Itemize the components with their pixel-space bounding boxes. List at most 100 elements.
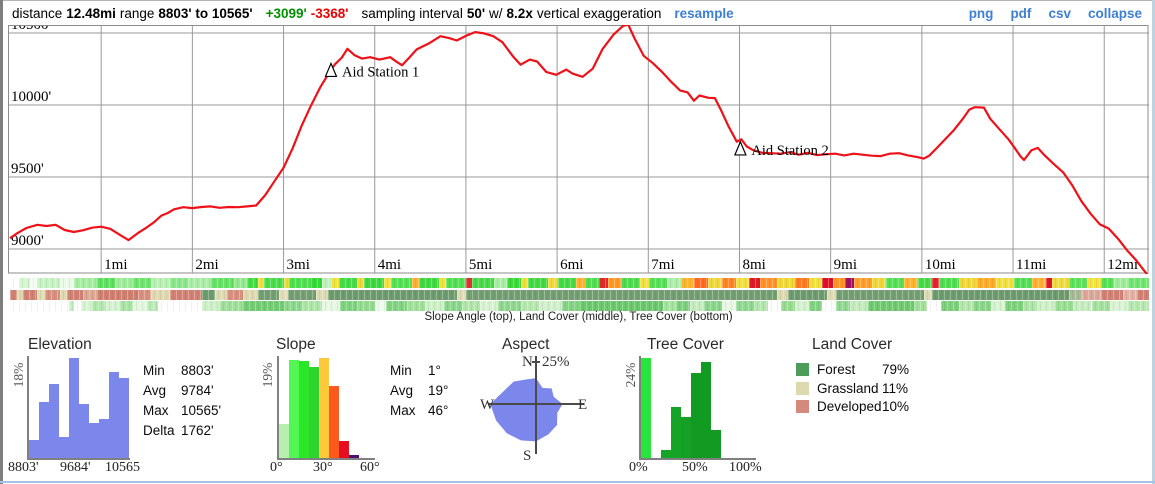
legend-swatch-icon bbox=[796, 381, 809, 395]
csv-export-link[interactable]: csv bbox=[1048, 5, 1071, 21]
strip-segment bbox=[607, 278, 622, 288]
strip-segment bbox=[315, 289, 328, 300]
histogram-bar bbox=[711, 430, 721, 458]
stat-value: 10565' bbox=[181, 402, 222, 418]
histogram-bar bbox=[49, 384, 59, 458]
legend-item: Developed 10% bbox=[796, 399, 909, 414]
legend-value: 10% bbox=[882, 399, 910, 414]
aspect-rose: N 25% E W S bbox=[480, 354, 587, 464]
x-axis-label: 5mi bbox=[469, 257, 492, 273]
strip-segment bbox=[498, 301, 522, 311]
sampling-interval-label: sampling interval bbox=[361, 5, 463, 21]
strip-segment bbox=[931, 278, 940, 288]
slope-xtick-0: 0° bbox=[270, 460, 283, 475]
resample-link[interactable]: resample bbox=[674, 5, 734, 21]
collapse-link[interactable]: collapse bbox=[1087, 5, 1142, 21]
strip-segment bbox=[1128, 278, 1149, 288]
stat-value: 1° bbox=[428, 362, 441, 378]
strip-segment bbox=[584, 278, 599, 288]
strip-segment bbox=[466, 289, 777, 300]
slope-angle-strip bbox=[10, 278, 1149, 288]
y-axis-label: 9500' bbox=[11, 161, 44, 177]
strip-segment bbox=[227, 289, 243, 300]
histogram-bar bbox=[339, 441, 349, 458]
x-axis-label: 8mi bbox=[742, 257, 765, 273]
window-top-border bbox=[0, 0, 1155, 1]
strip-segment bbox=[81, 301, 93, 311]
tree-xtick-100: 100% bbox=[729, 460, 762, 475]
strip-segment bbox=[575, 278, 585, 288]
stat-row: Avg 9784' bbox=[143, 380, 221, 400]
strip-segment bbox=[924, 289, 932, 300]
slope-xtick-30: 30° bbox=[313, 460, 333, 475]
strip-segment bbox=[835, 301, 850, 311]
legend-label: Forest bbox=[817, 362, 856, 377]
strip-segment bbox=[1128, 301, 1149, 311]
histogram-bar bbox=[329, 385, 339, 458]
histogram-bar bbox=[641, 358, 651, 458]
strip-segment bbox=[407, 301, 426, 311]
strip-segment bbox=[302, 301, 323, 311]
strip-segment bbox=[1109, 301, 1128, 311]
strip-segment bbox=[1123, 289, 1138, 300]
histogram-bar bbox=[29, 440, 39, 458]
x-axis-label: 11mi bbox=[1016, 257, 1046, 273]
strip-segment bbox=[60, 278, 74, 288]
tree-cover-panel-title: Tree Cover bbox=[647, 336, 724, 353]
strip-segment bbox=[753, 301, 768, 311]
strip-segment bbox=[22, 289, 38, 300]
strip-segment bbox=[133, 278, 152, 288]
aid-station-label: Aid Station 1 bbox=[342, 64, 419, 80]
aid-station-marker bbox=[733, 140, 747, 156]
strip-segment bbox=[386, 301, 407, 311]
tree-xtick-0: 0% bbox=[629, 460, 648, 475]
exaggeration-value: 8.2x bbox=[506, 5, 533, 21]
strip-segment bbox=[703, 301, 722, 311]
x-axis-label: 12mi bbox=[1107, 257, 1138, 273]
x-axis-label: 3mi bbox=[287, 257, 310, 273]
strip-segment bbox=[322, 278, 332, 288]
elevation-stats: Min 8803' Avg 9784' Max 10565' Delta 1762' bbox=[143, 360, 221, 440]
strip-segment bbox=[157, 301, 202, 311]
aspect-panel-title: Aspect bbox=[502, 336, 550, 353]
strip-segment bbox=[480, 301, 499, 311]
stat-row: Delta 1762' bbox=[143, 420, 221, 440]
strip-segment bbox=[219, 301, 243, 311]
strip-segment bbox=[557, 278, 576, 288]
strip-segment bbox=[187, 278, 211, 288]
strip-segment bbox=[133, 301, 147, 311]
slope-stats: Min 1° Avg 19° Max 46° bbox=[390, 360, 448, 420]
png-export-link[interactable]: png bbox=[968, 5, 994, 21]
strip-segment bbox=[835, 289, 925, 300]
strip-segment bbox=[37, 289, 45, 300]
pdf-export-link[interactable]: pdf bbox=[1010, 5, 1032, 21]
toolbar: distance 12.48mi range 8803' to 10565' +… bbox=[8, 1, 1152, 25]
strip-segment bbox=[438, 278, 447, 288]
elevation-profile-line bbox=[9, 25, 1149, 274]
strip-segment bbox=[493, 278, 508, 288]
chart-border bbox=[8, 25, 1149, 274]
x-axis-label: 2mi bbox=[195, 257, 218, 273]
strip-segment bbox=[760, 278, 777, 288]
strip-segment bbox=[169, 278, 188, 288]
histogram-bar bbox=[279, 423, 289, 458]
strip-segment bbox=[735, 278, 750, 288]
strip-segment bbox=[1100, 289, 1124, 300]
strip-segment bbox=[19, 278, 31, 288]
histogram-bar bbox=[701, 362, 711, 458]
stat-label: Min bbox=[390, 362, 412, 378]
strip-segment bbox=[356, 278, 365, 288]
strip-segment bbox=[781, 301, 795, 311]
strip-segment bbox=[1045, 278, 1053, 288]
strip-segment bbox=[322, 301, 341, 311]
strip-segment bbox=[1032, 278, 1046, 288]
strip-segment bbox=[92, 301, 106, 311]
tree-cover-strip bbox=[10, 301, 1149, 311]
stat-label: Delta bbox=[143, 422, 175, 438]
stat-value: 9784' bbox=[181, 382, 214, 398]
strip-segment bbox=[73, 278, 97, 288]
y-axis-label: 9000' bbox=[11, 233, 44, 249]
elevation-histogram bbox=[27, 356, 130, 460]
elevation-profile-chart[interactable]: 10500' 10000' 9500' 9000' 1mi 2mi 3mi 4mi 5mi 6mi… bbox=[8, 25, 1149, 274]
x-axis-label: 10mi bbox=[925, 257, 956, 273]
